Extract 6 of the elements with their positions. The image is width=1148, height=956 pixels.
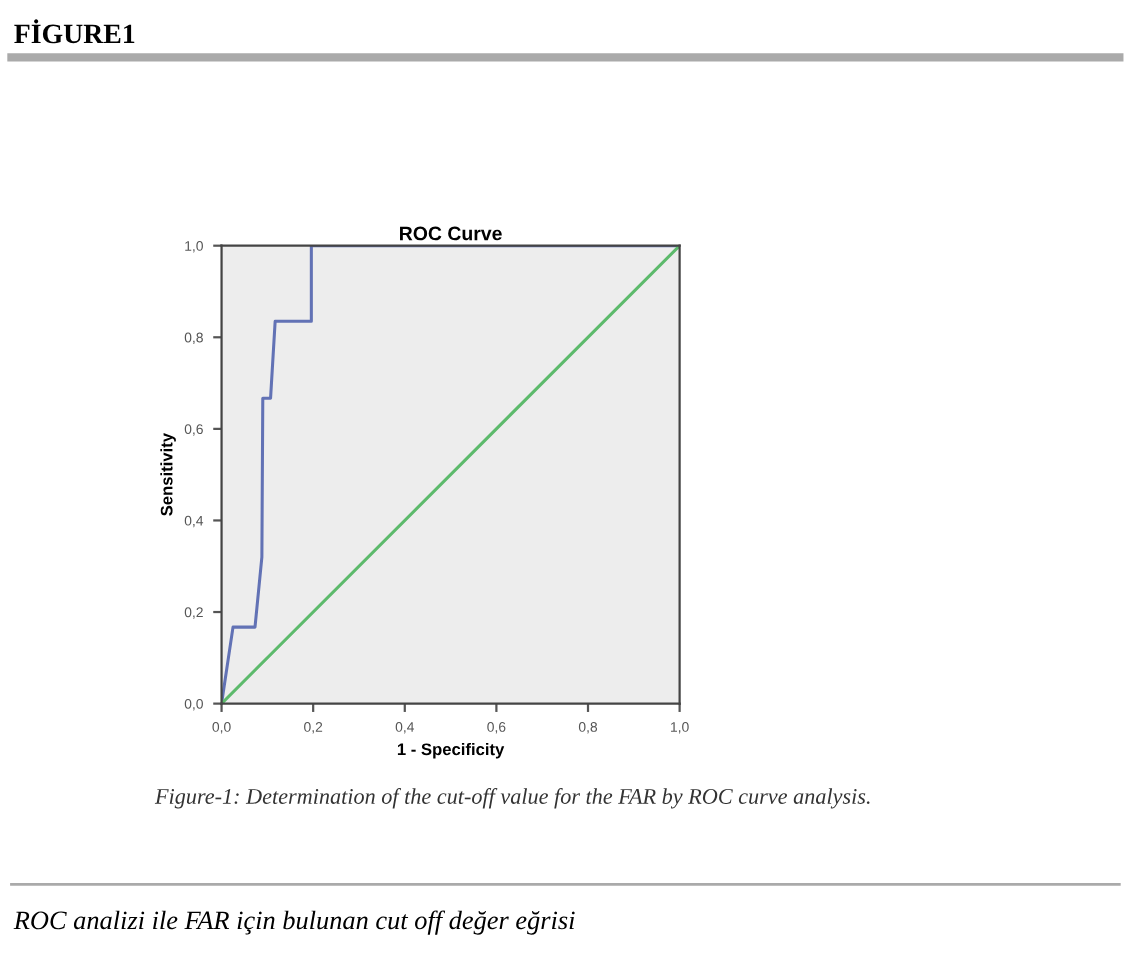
caption: FİGURE1 <box>14 19 135 44</box>
x-axis-title: 1 - Specificity <box>397 742 505 759</box>
text: Figure-1: Determination of the cut-off value for the FAR by ROC curve analysis. <box>154 788 870 809</box>
text: ROC analizi ile FAR için bulunan cut off değer eğrisi <box>13 910 575 935</box>
chart-title: ROC Curve <box>400 226 502 241</box>
y-axis-title: Sensitivity <box>160 433 176 516</box>
